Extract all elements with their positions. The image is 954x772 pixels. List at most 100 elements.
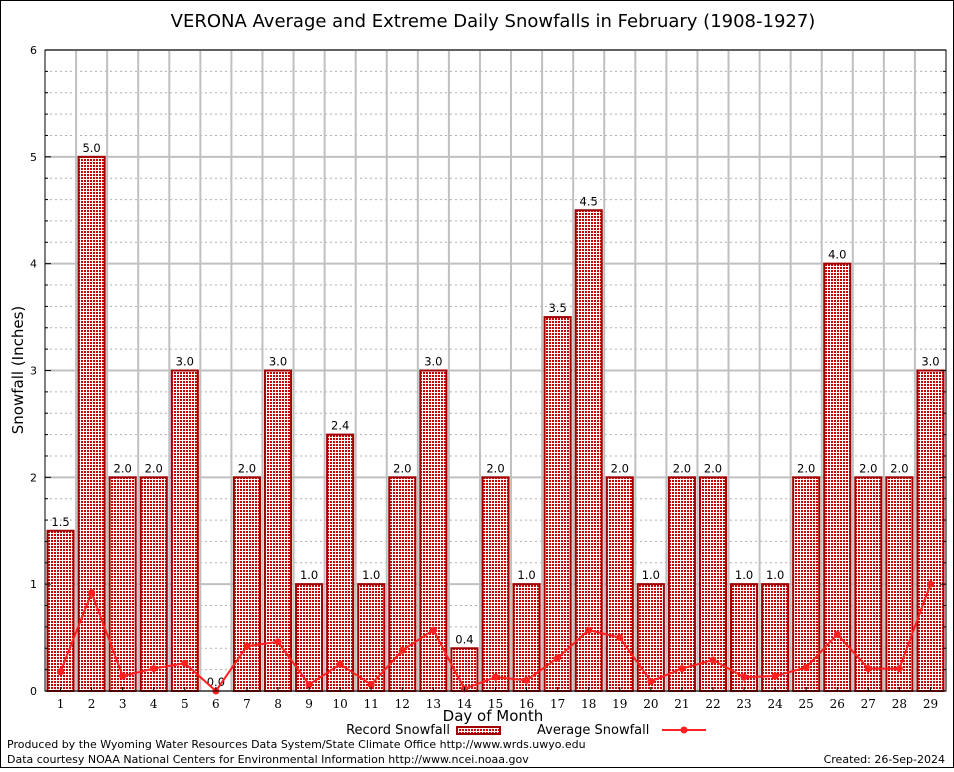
- average-point-day-12: [398, 646, 406, 654]
- x-tick-label: 27: [861, 697, 876, 711]
- bar-label: 2.0: [145, 461, 163, 475]
- bar-label: 1.5: [51, 515, 69, 529]
- bar-day-13: [419, 369, 448, 692]
- average-point-day-1: [57, 668, 65, 676]
- y-tick-label: 1: [30, 578, 37, 591]
- average-point-day-16: [523, 676, 531, 684]
- bar-label: 3.0: [921, 355, 939, 369]
- bar-label: 2.0: [114, 461, 132, 475]
- bar-day-7: [232, 476, 261, 693]
- bar-day-22: [698, 476, 728, 693]
- bar-label: 2.0: [859, 461, 877, 475]
- bar-day-21: [667, 476, 696, 693]
- y-tick-label: 5: [30, 151, 37, 164]
- bar-label: 4.0: [828, 248, 846, 262]
- bar-label: 1.0: [300, 568, 318, 582]
- x-tick-label: 15: [488, 697, 503, 711]
- bar-label: 1.0: [735, 568, 753, 582]
- x-tick-label: 26: [830, 697, 845, 711]
- bar-day-19: [605, 476, 634, 693]
- bar-day-26: [823, 262, 852, 692]
- bar-label: 2.4: [331, 419, 349, 433]
- x-tick-label: 17: [550, 697, 565, 711]
- bar-label: 3.5: [548, 301, 566, 315]
- average-point-day-24: [771, 672, 779, 680]
- bar-day-1: [46, 529, 75, 692]
- average-point-day-17: [554, 654, 562, 662]
- legend-label-record: Record Snowfall: [346, 723, 450, 738]
- average-point-day-25: [802, 663, 810, 671]
- average-point-day-4: [150, 665, 158, 673]
- bar-label: 0.4: [455, 632, 473, 646]
- legend-label-average: Average Snowfall: [537, 723, 649, 738]
- x-tick-label: 29: [923, 697, 938, 711]
- x-tick-label: 13: [426, 697, 441, 711]
- bar-day-8: [263, 369, 293, 692]
- x-tick-label: 28: [892, 697, 907, 711]
- bar-label: 2.0: [704, 461, 722, 475]
- bar-day-18: [574, 209, 603, 692]
- x-tick-label: 19: [612, 697, 627, 711]
- bar-label: 1.0: [362, 568, 380, 582]
- bar-day-16: [512, 583, 541, 693]
- bar-day-27: [854, 476, 883, 693]
- bar-label: 2.0: [673, 461, 691, 475]
- average-point-day-10: [336, 660, 344, 668]
- bar-day-10: [326, 433, 355, 692]
- bar-day-20: [636, 583, 665, 693]
- bar-label: 2.0: [890, 461, 908, 475]
- bar-label: 2.0: [238, 461, 256, 475]
- bar-label: 4.5: [580, 194, 598, 208]
- average-point-day-13: [429, 626, 437, 634]
- x-tick-label: 21: [674, 697, 689, 711]
- credit-line-2: Data courtesy NOAA National Centers for …: [7, 753, 529, 766]
- bar-day-15: [481, 476, 510, 693]
- average-point-day-21: [678, 665, 686, 673]
- average-point-day-18: [585, 626, 593, 634]
- y-tick-label: 4: [30, 258, 37, 271]
- x-tick-label: 6: [212, 697, 220, 711]
- bar-day-3: [108, 476, 137, 693]
- average-point-day-23: [740, 673, 748, 681]
- x-tick-label: 16: [519, 697, 534, 711]
- bar-day-4: [139, 476, 168, 693]
- y-tick-label: 0: [30, 685, 37, 698]
- bar-label: 3.0: [269, 355, 287, 369]
- bar-label: 2.0: [486, 461, 504, 475]
- x-tick-label: 20: [643, 697, 658, 711]
- chart-title: VERONA Average and Extreme Daily Snowfal…: [171, 11, 816, 32]
- average-point-day-3: [119, 672, 127, 680]
- bar-label: 1.0: [517, 568, 535, 582]
- bar-label: 3.0: [176, 355, 194, 369]
- y-tick-label: 2: [30, 471, 37, 484]
- bar-day-14: [450, 647, 479, 692]
- average-point-day-8: [274, 638, 282, 646]
- bar-label: 2.0: [393, 461, 411, 475]
- bar-label: 2.0: [611, 461, 629, 475]
- x-tick-label: 4: [150, 697, 158, 711]
- credit-line-1: Produced by the Wyoming Water Resources …: [7, 738, 586, 751]
- created-date: Created: 26-Sep-2024: [824, 753, 945, 766]
- x-tick-label: 5: [181, 697, 189, 711]
- bar-day-12: [388, 476, 417, 693]
- bar-day-25: [792, 476, 821, 693]
- x-tick-label: 12: [395, 697, 410, 711]
- bar-label: 3.0: [424, 355, 442, 369]
- legend: Record Snowfall Average Snowfall: [346, 723, 706, 738]
- bar-day-17: [543, 316, 572, 692]
- average-point-day-7: [243, 642, 251, 650]
- x-tick-label: 9: [305, 697, 313, 711]
- x-tick-label: 3: [119, 697, 127, 711]
- x-tick-label: 11: [364, 697, 379, 711]
- x-tick-label: 2: [88, 697, 96, 711]
- average-point-day-27: [864, 665, 872, 673]
- bar-label: 5.0: [82, 141, 100, 155]
- bar-label: 2.0: [797, 461, 815, 475]
- x-tick-label: 18: [581, 697, 596, 711]
- average-point-day-5: [181, 659, 189, 667]
- x-tick-label: 7: [243, 697, 251, 711]
- x-tick-label: 23: [736, 697, 751, 711]
- x-tick-label: 25: [799, 697, 814, 711]
- x-tick-label: 1: [57, 697, 65, 711]
